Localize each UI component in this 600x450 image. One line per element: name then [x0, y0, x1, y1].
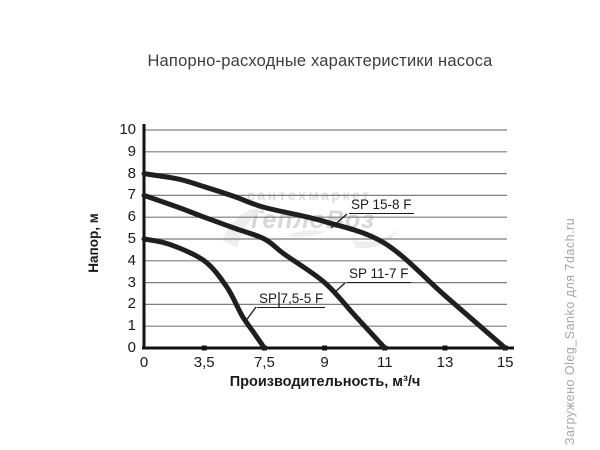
curve-sp-15-8-f: [141, 171, 508, 351]
wm-swoosh-left: [222, 207, 270, 248]
x-tick-mark-13: [442, 345, 448, 351]
callout-leader-line: [333, 282, 346, 294]
wm-swoosh-mid: [286, 230, 324, 238]
curve-sp-11-7-f: [141, 192, 388, 351]
wm-swoosh-right: [352, 228, 400, 249]
credit-watermark: Загружено Oleg_Sanko для 7dach.ru: [563, 217, 577, 445]
x-tick-mark-9: [322, 345, 328, 351]
x-tick-mark-3,5: [201, 345, 207, 351]
chart-title: Напорно-расходные характеристики насоса: [147, 52, 493, 70]
callout-leader-line: [244, 306, 257, 323]
curve-sp-7-5-5-f: [141, 236, 267, 351]
callout-leader-line: [330, 213, 348, 229]
